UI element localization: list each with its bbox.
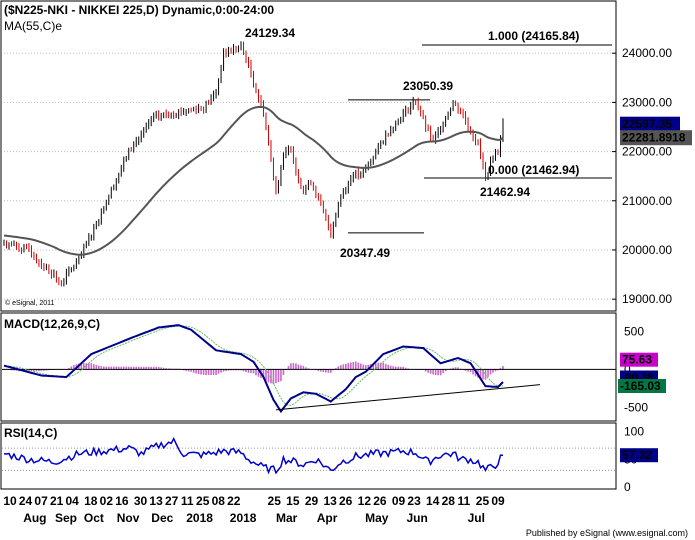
x-day-label: 11 [181,494,194,508]
x-month-label: Jul [468,511,485,525]
x-day-label: 14 [426,494,440,508]
rsi-panel-frame [0,422,617,490]
rsi-value-tag: 57.32 [620,448,658,463]
rsi-tick-label: 0 [624,480,631,494]
x-day-label: 02 [100,494,114,508]
x-month-label: Sep [55,511,77,525]
price-tick-labels: 19000.00 20000.00 21000.00 22000.00 23000.00… [612,46,672,306]
last-ma-value: 22281.8918 [622,131,686,145]
x-day-label: 30 [134,494,148,508]
x-axis-month-labels: Aug Sep Oct Nov Dec 2018 2018 Mar Apr May Jun Jul [23,511,485,525]
price-tick-label: 22000.00 [622,145,672,159]
x-day-label: 24 [19,494,33,508]
x-day-label: 23 [407,494,421,508]
fib-0-label: 0.000 (21462.94) [488,163,579,177]
x-day-label: 22 [227,494,241,508]
rsi-value: 57.32 [622,448,652,462]
price-tick-label: 23000.00 [622,95,672,109]
x-day-label: 26 [339,494,353,508]
x-month-label: May [365,511,389,525]
macd-trendline [275,384,541,411]
price-level-lines [348,44,612,234]
x-day-label: 28 [442,494,456,508]
x-day-label: 13 [149,494,163,508]
macd-signal-value: -165.03 [620,379,661,393]
ma-55-line [3,106,504,256]
x-day-label: 09 [392,494,406,508]
x-month-label: Oct [84,511,104,525]
last-price-value: 22597.35 [622,117,672,131]
macd-signal-tag: -165.03 [618,378,666,393]
low-label: 20347.49 [340,246,390,260]
price-panel-frame [0,0,617,312]
recent-low-label: 21462.94 [480,185,530,199]
x-day-label: 21 [50,494,64,508]
fib-1-label: 1.000 (24165.84) [488,29,579,43]
x-month-label: Nov [117,511,140,525]
x-month-label: Aug [23,511,46,525]
x-month-label: Apr [317,511,338,525]
price-tick-label: 20000.00 [622,243,672,257]
x-month-label: 2018 [186,511,213,525]
last-price-tag: 22597.35 [620,116,680,132]
price-candles [3,41,504,287]
macd-panel-frame [0,312,617,422]
macd-tick-label: 0 [624,362,631,376]
x-day-label: 10 [3,494,17,508]
x-month-label: Jun [407,511,428,525]
x-month-label: Mar [276,511,298,525]
x-month-label: Dec [151,511,173,525]
macd-signal-line [3,325,504,406]
macd-tick-labels: 500 0 -500 [624,324,648,414]
price-tick-label: 21000.00 [622,194,672,208]
x-day-label: 07 [34,494,48,508]
ma-label: MA(55,C)e [4,19,62,33]
rsi-gridlines [2,447,616,471]
last-ma-tag: 22281.8918 [620,130,692,146]
x-month-label: 2018 [230,511,257,525]
rsi-line [3,437,504,475]
x-day-label: 29 [305,494,319,508]
copyright: © eSignal, 2011 [5,299,55,307]
x-day-label: 11 [457,494,470,508]
macd-tick-label: -500 [624,401,648,415]
x-day-label: 09 [491,494,505,508]
x-day-label: 04 [65,494,79,508]
footer-credit: Published by eSignal (www.esignal.com) [526,528,688,538]
x-axis-day-labels: 10 24 07 21 04 18 02 16 30 13 27 11 25 08 22 25 15 29 13 26… [3,494,505,508]
macd-label: MACD(12,26,9,C) [4,317,100,331]
price-tick-label: 24000.00 [622,46,672,60]
x-day-label: 27 [165,494,179,508]
macd-tick-label: 500 [624,324,644,338]
x-day-label: 15 [286,494,300,508]
macd-histogram-tag: 75.63 [620,352,658,367]
panel-frames [0,0,617,490]
x-day-label: 18 [84,494,98,508]
chart-title: ($N225-NKI - NIKKEI 225,D) Dynamic,0:00-… [4,3,274,17]
x-day-label: 26 [373,494,387,508]
x-day-label: 25 [268,494,282,508]
mid-high-label: 23050.39 [403,79,453,93]
high-label: 24129.34 [245,26,295,40]
x-day-label: 13 [323,494,337,508]
x-day-label: 08 [212,494,226,508]
macd-histogram-value: 75.63 [622,353,652,367]
x-day-label: 25 [476,494,490,508]
price-tick-label: 19000.00 [622,292,672,306]
x-day-label: 16 [115,494,129,508]
x-day-label: 12 [358,494,372,508]
rsi-label: RSI(14,C) [4,426,57,440]
macd-line [3,324,504,414]
x-day-label: 25 [196,494,210,508]
rsi-tick-label: 100 [624,425,644,439]
